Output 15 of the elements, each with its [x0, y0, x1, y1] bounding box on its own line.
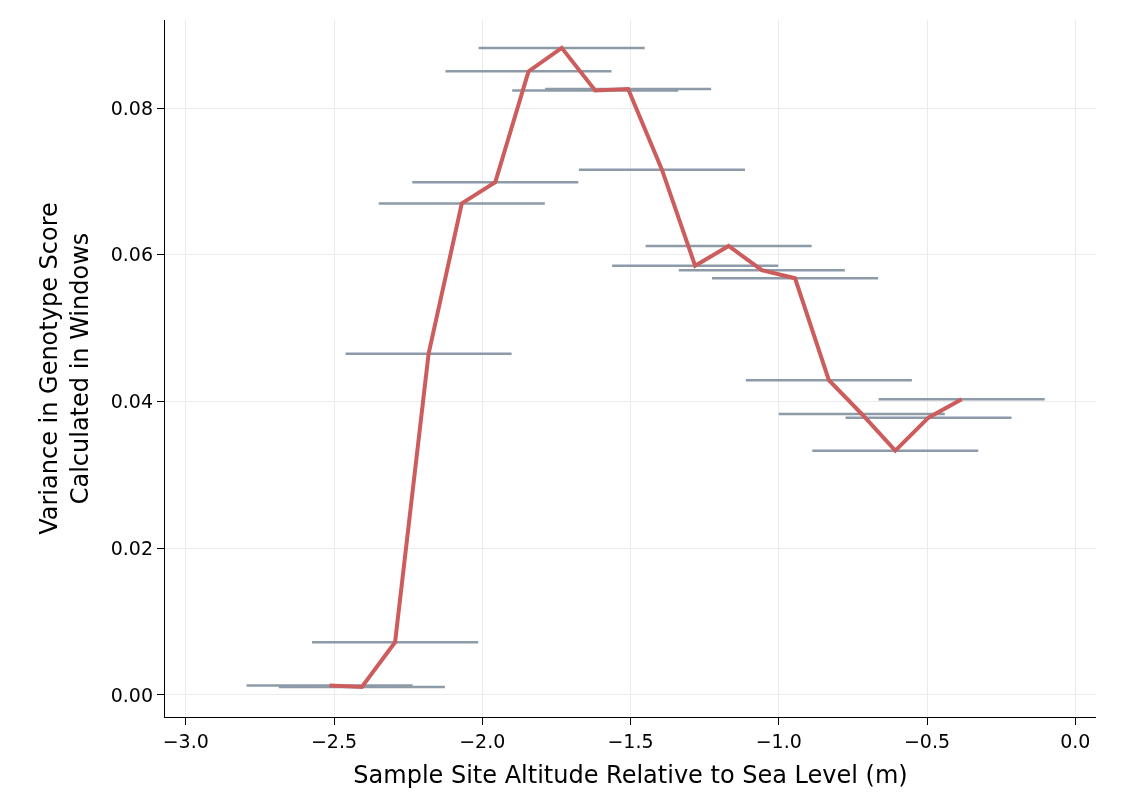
y-axis-title: Variance in Genotype Score Calculated in Windows — [34, 202, 94, 535]
x-tick-label: −2.5 — [310, 729, 358, 752]
x-axis-title: Sample Site Altitude Relative to Sea Level (m) — [353, 761, 908, 790]
x-tick-label: −1.5 — [607, 729, 654, 752]
x-tick-label: 0.0 — [1060, 729, 1091, 752]
line-series — [327, 45, 964, 689]
y-tick-label: 0.00 — [110, 683, 154, 706]
x-tick-label: −2.0 — [459, 729, 506, 752]
y-tick-label: 0.02 — [110, 536, 154, 559]
y-tick-label: 0.04 — [110, 390, 154, 413]
x-tick-label: −3.0 — [162, 729, 209, 752]
x-tick-label: −0.5 — [903, 729, 951, 752]
y-tick-label: 0.06 — [110, 243, 154, 266]
y-tick-label: 0.08 — [110, 96, 154, 119]
x-tick-label: −1.0 — [755, 729, 802, 752]
